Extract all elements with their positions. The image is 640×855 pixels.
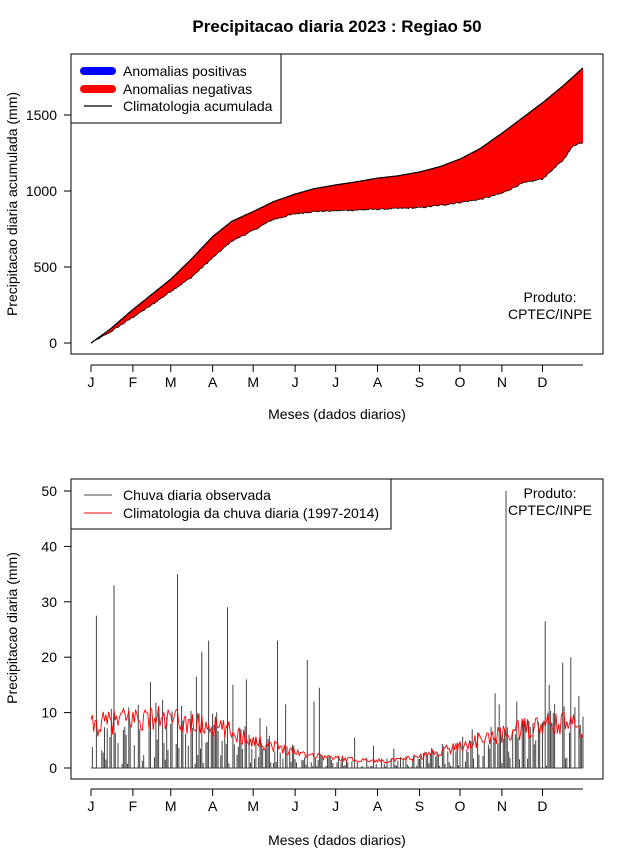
top-y-axis-label: Precipitacao diaria acumulada (mm) — [4, 92, 20, 316]
daily-climatology-line — [90, 706, 584, 764]
top-x-tick-label: A — [373, 374, 383, 390]
bottom-x-tick-label: J — [332, 798, 339, 814]
bottom-x-tick-label: S — [415, 798, 424, 814]
bottom-y-tick-label: 40 — [41, 538, 57, 554]
bottom-y-tick-label: 10 — [41, 705, 57, 721]
top-x-tick-label: M — [247, 374, 259, 390]
top-x-tick-label: J — [88, 374, 95, 390]
bottom-legend-box — [70, 478, 392, 530]
top-product-label: Produto: — [524, 289, 577, 305]
top-x-tick-label: J — [292, 374, 299, 390]
top-x-tick-label: A — [208, 374, 218, 390]
bottom-x-tick-label: J — [88, 798, 95, 814]
bottom-product-source: CPTEC/INPE — [508, 502, 592, 518]
bottom-x-tick-label: A — [208, 798, 218, 814]
bottom-x-tick-label: J — [292, 798, 299, 814]
bottom-legend: Chuva diaria observada Climatologia da c… — [70, 478, 392, 530]
negative-anomaly-area — [91, 67, 583, 344]
legend-observed-rain: Chuva diaria observada — [123, 487, 271, 503]
top-x-tick-label: O — [455, 374, 466, 390]
top-y-ticks: 0 500 1000 1500 — [26, 107, 71, 351]
cumulative-precipitation-chart: 0 500 1000 1500 J F M A M J J A S O N D Precipitacao d… — [4, 53, 604, 422]
bottom-y-tick-label: 30 — [41, 594, 57, 610]
top-x-tick-label: F — [129, 374, 138, 390]
bottom-y-tick-label: 0 — [49, 760, 57, 776]
top-y-tick-label: 500 — [34, 259, 58, 275]
top-product-source: CPTEC/INPE — [508, 306, 592, 322]
bottom-y-axis-label: Precipitacao diaria (mm) — [4, 552, 20, 704]
bottom-y-tick-label: 50 — [41, 483, 57, 499]
bottom-x-tick-label: D — [537, 798, 547, 814]
legend-cumulative-climatology: Climatologia acumulada — [123, 98, 273, 114]
legend-positive-anomalies: Anomalias positivas — [123, 63, 247, 79]
figure-title: Precipitacao diaria 2023 : Regiao 50 — [192, 17, 481, 36]
top-y-tick-label: 0 — [49, 335, 57, 351]
top-area-layer — [90, 67, 584, 344]
bottom-x-tick-label: N — [497, 798, 507, 814]
top-x-tick-label: M — [165, 374, 177, 390]
top-x-tick-label: N — [497, 374, 507, 390]
daily-precipitation-chart: 0 10 20 30 40 50 J F M A M J J A S O N D Precipitacao di… — [4, 478, 604, 848]
top-x-tick-label: J — [332, 374, 339, 390]
bottom-x-tick-label: M — [165, 798, 177, 814]
bottom-product-label: Produto: — [524, 485, 577, 501]
bottom-x-axis-label: Meses (dados diarios) — [268, 832, 406, 848]
legend-negative-anomalies: Anomalias negativas — [123, 81, 252, 97]
bottom-x-tick-label: O — [455, 798, 466, 814]
bottom-y-tick-label: 20 — [41, 649, 57, 665]
climatology-cumulative-line — [90, 67, 584, 344]
top-legend: Anomalias positivas Anomalias negativas … — [70, 53, 282, 124]
bottom-x-tick-label: M — [247, 798, 259, 814]
bottom-y-ticks: 0 10 20 30 40 50 — [41, 483, 71, 776]
top-y-tick-label: 1500 — [26, 107, 57, 123]
bottom-x-tick-label: A — [373, 798, 383, 814]
observed-rain-bars — [91, 491, 584, 769]
observed-cumulative-line — [90, 142, 584, 344]
top-x-axis-label: Meses (dados diarios) — [268, 406, 406, 422]
top-y-tick-label: 1000 — [26, 183, 57, 199]
bottom-x-tick-label: F — [129, 798, 138, 814]
legend-daily-climatology: Climatologia da chuva diaria (1997-2014) — [123, 505, 379, 521]
top-x-tick-label: D — [537, 374, 547, 390]
top-x-tick-label: S — [415, 374, 424, 390]
